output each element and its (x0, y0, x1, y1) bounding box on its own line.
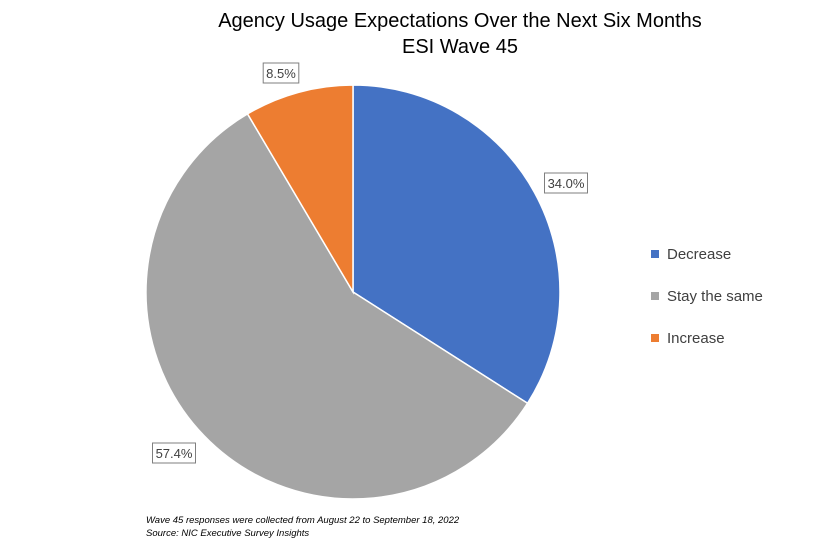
data-label-box-stay-the-same (152, 442, 196, 464)
data-labels: 34.0% 57.4% 8.5% (152, 62, 588, 464)
data-label-box-decrease (544, 172, 588, 194)
data-label-text-decrease: 34.0% (548, 176, 585, 191)
data-label-text-increase: 8.5% (266, 66, 296, 81)
legend: Decrease Stay the same Increase (651, 233, 763, 359)
footnote-line-1: Wave 45 responses were collected from Au… (146, 515, 460, 526)
pie-slice-increase (246, 84, 354, 295)
data-label-box-increase (262, 62, 300, 84)
data-label-increase: 8.5% (262, 62, 300, 84)
data-label-stay-the-same: 57.4% (152, 442, 196, 464)
pie-slice-decrease (352, 84, 561, 405)
pie-slices (145, 84, 561, 500)
chart-subtitle: ESI Wave 45 (402, 36, 518, 58)
chart-title: Agency Usage Expectations Over the Next … (218, 10, 702, 32)
legend-swatch-increase (651, 334, 659, 342)
data-label-text-stay-the-same: 57.4% (156, 446, 193, 461)
legend-label-increase: Increase (667, 329, 725, 347)
legend-label-decrease: Decrease (667, 245, 732, 263)
legend-item-increase: Increase (651, 317, 763, 359)
legend-item-decrease: Decrease (651, 233, 763, 275)
legend-item-stay-the-same: Stay the same (651, 275, 763, 317)
footnote-line-2: Source: NIC Executive Survey Insights (146, 528, 310, 539)
data-label-decrease: 34.0% (544, 172, 588, 194)
legend-swatch-stay-the-same (651, 292, 659, 300)
legend-label-stay-the-same: Stay the same (667, 287, 763, 305)
legend-swatch-decrease (651, 250, 659, 258)
pie-slice-stay-the-same (145, 112, 529, 500)
footnote: Wave 45 responses were collected from Au… (146, 514, 459, 540)
